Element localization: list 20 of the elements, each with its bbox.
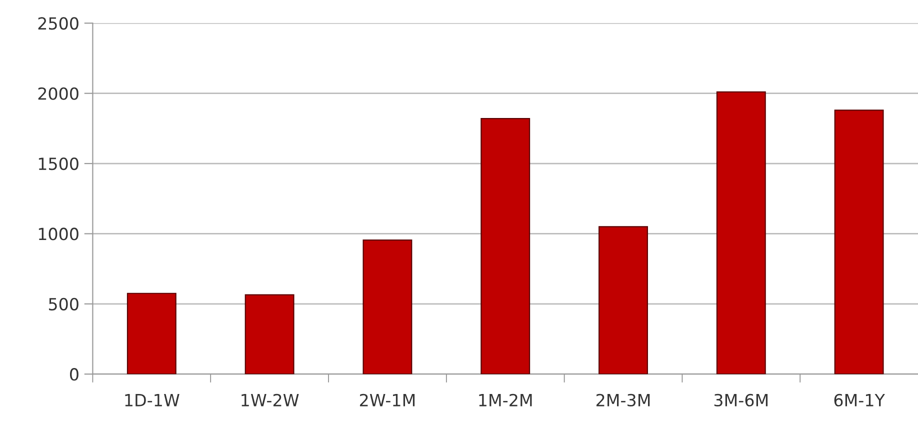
x-tick-label: 3M-6M bbox=[714, 394, 768, 406]
bar bbox=[362, 239, 412, 374]
bar bbox=[480, 118, 530, 374]
bar bbox=[598, 226, 648, 374]
x-tick-label: 6M-1Y bbox=[834, 394, 885, 406]
bar bbox=[716, 91, 766, 374]
bar bbox=[244, 294, 294, 374]
y-tick-label: 0 bbox=[70, 368, 78, 381]
y-tick-label: 2500 bbox=[38, 17, 78, 30]
x-tick-label: 1D-1W bbox=[125, 394, 180, 406]
x-tick-label: 1M-2M bbox=[479, 394, 532, 406]
bar bbox=[834, 110, 884, 374]
x-tick-label: 2M-3M bbox=[596, 394, 650, 406]
x-tick-label: 2W-1M bbox=[360, 394, 415, 406]
y-tick-label: 500 bbox=[49, 298, 78, 310]
x-tick-label: 1W-2W bbox=[242, 394, 299, 406]
y-tick-label: 1000 bbox=[38, 228, 78, 240]
y-tick-label: 1500 bbox=[38, 157, 78, 170]
bar bbox=[126, 292, 176, 374]
y-tick-label: 2000 bbox=[38, 87, 78, 100]
